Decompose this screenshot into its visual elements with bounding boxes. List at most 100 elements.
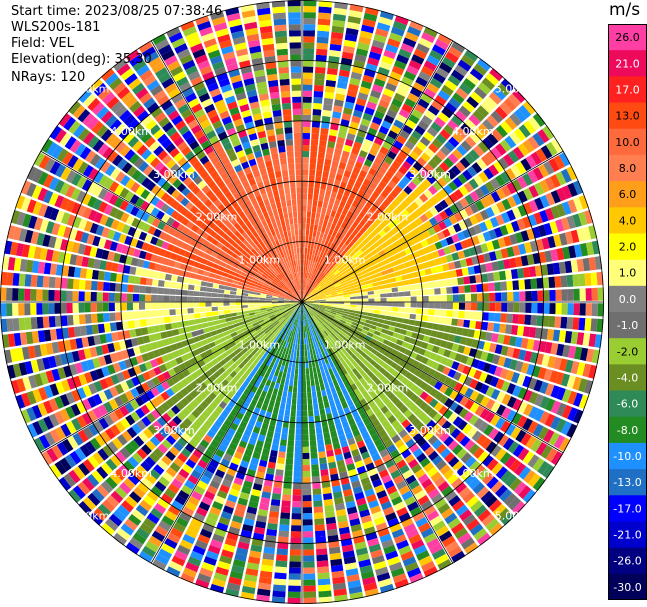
ray-gate-4023 — [173, 365, 182, 374]
ray-gate-3113 — [289, 379, 294, 387]
ray-gate-2691 — [379, 533, 392, 543]
ray-gate-1822 — [426, 343, 434, 352]
ray-gate-1141 — [528, 199, 539, 213]
ray-gate-4068 — [197, 346, 205, 354]
ray-gate-3021 — [295, 428, 302, 435]
ray-gate-2384 — [423, 462, 435, 473]
ray-gate-3801 — [292, 305, 298, 311]
ray-gate-1310 — [361, 288, 368, 293]
ray-gate-2343 — [466, 495, 479, 508]
ray-gate-4763 — [220, 276, 228, 282]
ray-gate-3460 — [269, 354, 275, 362]
ray-gate-2157 — [333, 328, 340, 335]
ray-gate-3426 — [228, 442, 238, 451]
ray-gate-1686 — [514, 336, 523, 348]
ray-gate-4351 — [289, 302, 297, 304]
ray-gate-2380 — [409, 443, 420, 453]
ray-gate-4474 — [151, 302, 158, 310]
ray-gate-3232 — [251, 488, 261, 497]
ray-gate-4925 — [158, 231, 168, 240]
ray-gate-2478 — [387, 444, 397, 454]
ray-gate-4518 — [187, 296, 194, 302]
ray-gate-2532 — [390, 469, 401, 480]
ray-gate-868 — [386, 230, 395, 238]
ray-gate-2382 — [416, 452, 427, 463]
ray-gate-3714 — [238, 362, 246, 370]
ray-gate-3525 — [217, 429, 226, 438]
ray-gate-4320 — [176, 321, 184, 328]
ray-gate-438 — [396, 87, 409, 98]
ray-gate-4064 — [219, 336, 227, 343]
ray-gate-2412 — [341, 360, 348, 368]
ray-gate-2493 — [432, 520, 446, 532]
ray-gate-4363 — [217, 310, 225, 315]
ray-gate-4032 — [124, 390, 135, 401]
ray-gate-896 — [518, 124, 531, 138]
ray-gate-185 — [335, 87, 347, 96]
ray-gate-2665 — [330, 386, 337, 394]
ray-gate-1454 — [326, 300, 333, 302]
ray-gate-4202 — [284, 305, 291, 308]
ray-gate-2870 — [315, 421, 322, 429]
ray-gate-1320 — [420, 276, 428, 283]
ray-gate-1173 — [431, 250, 440, 259]
ray-gate-152 — [303, 284, 306, 291]
ray-gate-1292 — [547, 235, 556, 249]
ray-gate-2936 — [314, 518, 325, 526]
ray-gate-3591 — [153, 502, 167, 515]
ray-gate-802 — [311, 289, 317, 295]
ray-gate-1753 — [319, 306, 326, 310]
ray-gate-3384 — [216, 489, 228, 500]
ray-gate-1639 — [534, 327, 543, 339]
ray-gate-4464 — [211, 302, 218, 307]
ray-gate-1583 — [500, 313, 508, 323]
ray-gate-4260 — [237, 314, 244, 319]
ray-gate-3360 — [275, 357, 281, 364]
ray-gate-4690 — [57, 251, 66, 264]
ray-gate-4283 — [101, 344, 110, 355]
ray-gate-4884 — [104, 216, 115, 228]
ray-gate-3575 — [210, 424, 220, 434]
ray-gate-3586 — [171, 478, 183, 489]
ray-gate-3252 — [296, 313, 299, 320]
ray-gate-4325 — [147, 326, 155, 334]
ray-gate-3238 — [242, 523, 254, 533]
ray-gate-3017 — [296, 404, 302, 411]
ray-gate-4567 — [193, 291, 200, 297]
ray-gate-1530 — [482, 302, 490, 311]
ray-gate-3060 — [295, 362, 299, 369]
ray-gate-1072 — [420, 239, 429, 248]
ray-gate-4839 — [72, 216, 82, 229]
ray-gate-21 — [302, 169, 309, 176]
ray-gate-348 — [392, 20, 407, 31]
ray-gate-811 — [351, 253, 359, 260]
ray-gate-468 — [351, 199, 359, 208]
ray-gate-3852 — [287, 309, 293, 314]
ray-gate-2047 — [540, 445, 553, 459]
ray-gate-958 — [342, 272, 349, 278]
ray-gate-1624 — [445, 317, 453, 325]
ray-gate-3972 — [182, 368, 191, 378]
ray-gate-3811 — [245, 344, 253, 351]
ray-gate-943 — [512, 146, 525, 160]
ray-gate-2372 — [380, 405, 389, 415]
ray-gate-2719 — [332, 411, 339, 419]
ray-gate-4771 — [173, 261, 182, 269]
ray-gate-4787 — [80, 232, 90, 244]
ray-gate-4910 — [241, 272, 249, 278]
ray-gate-324 — [347, 158, 356, 167]
ray-gate-3739 — [131, 469, 144, 481]
ray-gate-3803 — [283, 313, 289, 319]
ray-gate-343 — [383, 49, 397, 60]
ray-gate-4531 — [108, 292, 115, 302]
ray-gate-1387 — [522, 267, 531, 278]
ray-gate-1504 — [326, 302, 333, 304]
ray-gate-2753 — [305, 319, 309, 326]
ray-gate-3928 — [155, 394, 165, 405]
ray-gate-746 — [488, 91, 502, 105]
ray-gate-1192 — [539, 209, 549, 223]
ray-gate-1363 — [379, 289, 387, 294]
ray-gate-3196 — [244, 574, 258, 583]
ray-gate-996 — [535, 148, 548, 163]
ray-gate-4148 — [26, 407, 37, 422]
